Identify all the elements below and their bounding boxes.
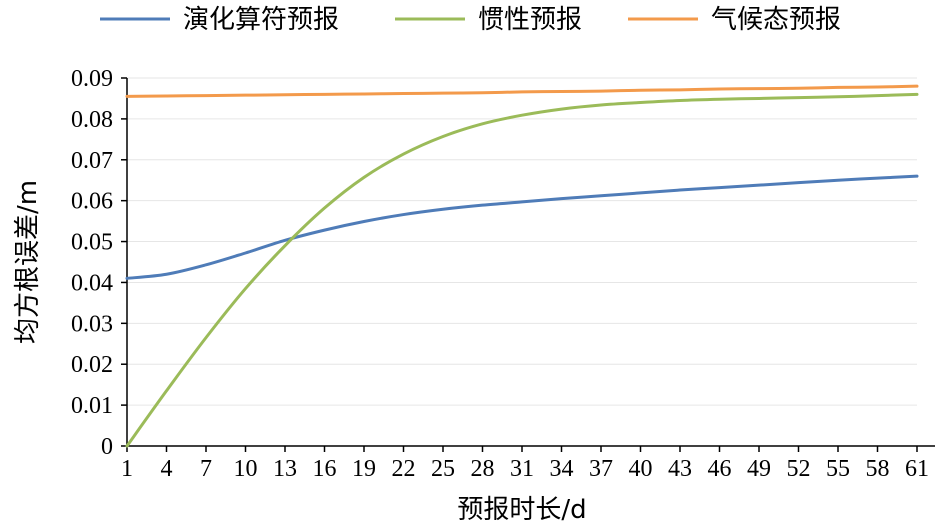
series-evolution-operator-line — [125, 174, 919, 280]
x-tick-label: 19 — [352, 456, 376, 482]
legend: 演化算符预报 惯性预报 气候态预报 — [100, 5, 841, 35]
gridlines — [127, 77, 917, 406]
x-tick-label: 7 — [200, 456, 212, 482]
series-climatology-line — [125, 84, 919, 98]
series-persistence-line — [125, 92, 919, 448]
x-tick-label: 4 — [161, 456, 173, 482]
x-tick-label: 43 — [668, 456, 692, 482]
axes — [121, 77, 935, 452]
y-tick-label: 0.05 — [71, 230, 113, 256]
x-tick-label: 37 — [589, 456, 613, 482]
x-tick-label: 22 — [392, 456, 416, 482]
x-tick-label: 49 — [747, 456, 771, 482]
y-tick-label: 0.09 — [71, 66, 113, 92]
y-tick-label: 0.06 — [71, 189, 113, 215]
y-tick-label: 0.08 — [71, 107, 113, 133]
y-axis-label: 均方根误差/m — [13, 180, 43, 344]
y-tick-label: 0 — [101, 434, 113, 460]
y-tick-label: 0.02 — [71, 352, 113, 378]
x-tick-label: 13 — [273, 456, 297, 482]
y-tick-label: 0.03 — [71, 311, 113, 337]
series-lines — [125, 84, 919, 448]
x-tick-label: 55 — [826, 456, 850, 482]
x-tick-label: 58 — [866, 456, 890, 482]
x-tick-label: 61 — [905, 456, 929, 482]
x-tick-label: 31 — [510, 456, 534, 482]
x-tick-label: 46 — [708, 456, 732, 482]
y-tick-label: 0.01 — [71, 393, 113, 419]
x-tick-label: 28 — [471, 456, 495, 482]
x-tick-label: 1 — [121, 456, 133, 482]
tick-labels: 0 0.01 0.02 0.03 0.04 0.05 0.06 0.07 0.08 0.09 1 4 7… — [71, 66, 929, 482]
x-tick-label: 16 — [313, 456, 337, 482]
x-tick-label: 40 — [629, 456, 653, 482]
x-axis-label: 预报时长/d — [457, 495, 586, 525]
x-tick-label: 52 — [787, 456, 811, 482]
legend-label: 演化算符预报 — [183, 5, 339, 35]
legend-label: 气候态预报 — [711, 5, 841, 35]
x-tick-label: 25 — [431, 456, 455, 482]
y-tick-label: 0.04 — [71, 270, 113, 296]
x-tick-label: 10 — [234, 456, 258, 482]
x-tick-label: 34 — [550, 456, 574, 482]
y-tick-label: 0.07 — [71, 148, 113, 174]
legend-label: 惯性预报 — [478, 5, 582, 35]
